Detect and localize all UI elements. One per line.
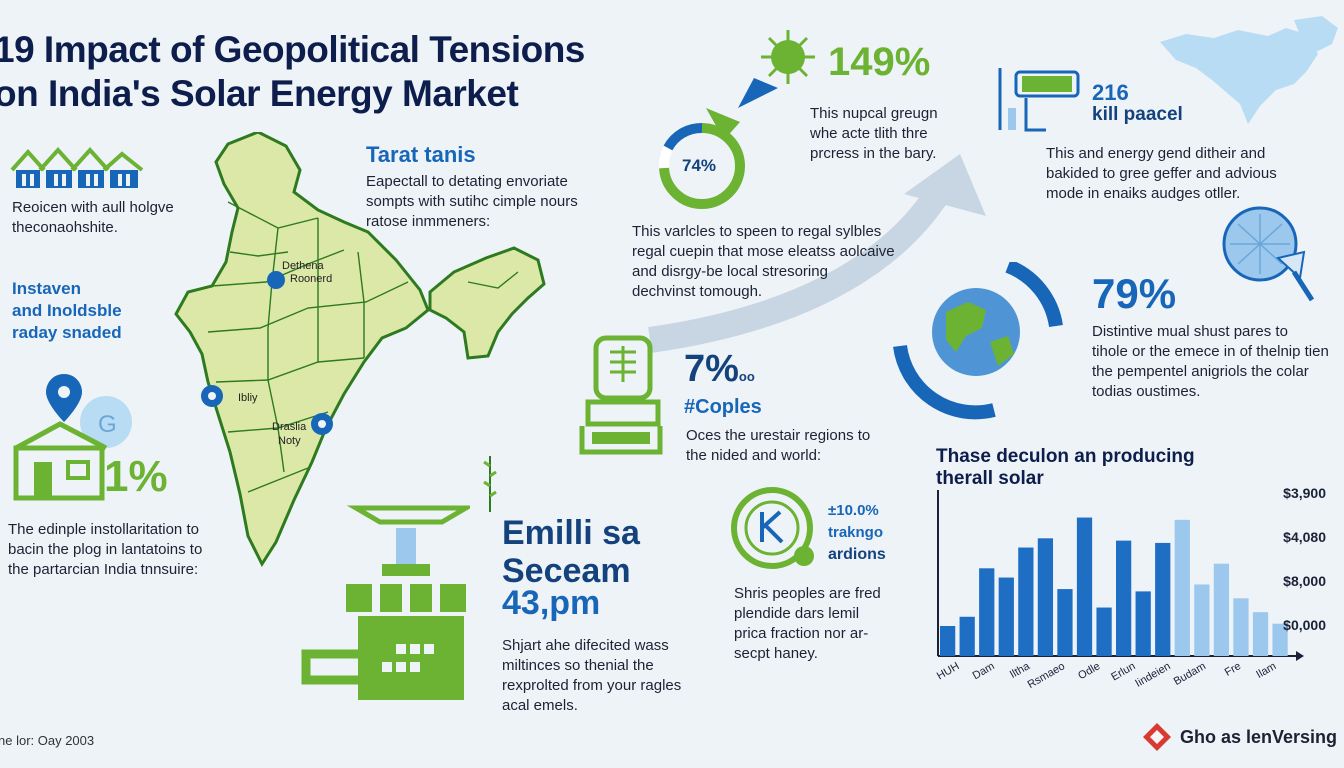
- chart-bar: [940, 626, 956, 656]
- chart-x-tick-label: HUH: [935, 660, 962, 682]
- satellite-dish-icon: [1222, 206, 1315, 302]
- map-city-3: Draslia Noty: [272, 421, 307, 447]
- target-caption: Eapectall to detating envoriate sompts wi…: [366, 173, 578, 230]
- globe-icon: [893, 262, 1063, 420]
- india-map: [174, 132, 546, 568]
- investment-heading: Instaven and Inoldsble raday snaded: [12, 279, 122, 342]
- sun-panel-icon: [738, 30, 815, 108]
- chart-y-tick-label: $4,080: [1283, 529, 1326, 545]
- chart-x-tick-label: Ilam: [1254, 660, 1278, 681]
- emission-caption: Shjart ahe difecited wass miltinces so th…: [502, 637, 682, 714]
- stat-7: 7%oo: [684, 348, 755, 390]
- panel-label: kill paacel: [1092, 104, 1183, 125]
- emission-heading: Emilli sa Seceam: [502, 514, 640, 590]
- chart-bar: [1037, 538, 1054, 656]
- chart-x-tick-label: Rsmaeo: [1026, 660, 1067, 691]
- brand: Gho as lenVersing: [1142, 722, 1337, 752]
- chart-bar: [998, 577, 1014, 656]
- chart-y-tick-label: $0,000: [1283, 617, 1326, 633]
- emission-value: 43,pm: [502, 584, 601, 622]
- stat-79: 79%: [1092, 270, 1177, 317]
- chart-bar: [1116, 540, 1132, 656]
- world-map-icon: [1160, 16, 1338, 124]
- chart-bar: [1135, 591, 1151, 656]
- chart-bar: [1076, 517, 1093, 656]
- panel-value: 216: [1092, 80, 1129, 105]
- chart-x-arrow: [1296, 651, 1304, 661]
- chart-bar: [1213, 563, 1230, 656]
- panel-icon: [998, 68, 1080, 132]
- stat-149: 149%: [828, 40, 931, 84]
- chart-bar: [979, 568, 995, 656]
- target-heading: Tarat tanis: [366, 142, 476, 167]
- install-caption: The edinple instollaritation to bacin the…: [8, 521, 203, 578]
- chart-x-tick-label: Dam: [971, 660, 997, 682]
- chart-bar: [1233, 598, 1249, 656]
- solar-lamp-icon: [301, 505, 470, 700]
- chart-bar: [1155, 542, 1171, 656]
- chart-bar: [1252, 612, 1269, 656]
- k-stat: ±10.0% trakngo ardions: [828, 502, 886, 563]
- energy-caption: This and energy gend ditheir and bakided …: [1046, 145, 1277, 202]
- variables-caption: This varlcles to speen to regal sylbles r…: [632, 223, 895, 300]
- houses-caption: Reoicen with aull holgve theconaohshite.: [12, 199, 174, 236]
- stat-149-caption: This nupcal greugn whe acte tlith thre prc…: [810, 105, 938, 162]
- couples-label: #Coples: [684, 396, 762, 418]
- chart-bar: [1096, 607, 1112, 656]
- chart-bar: [959, 616, 975, 656]
- brand-logo-icon: [1143, 723, 1171, 751]
- distinctive-caption: Distintive mual shust pares to tihole or …: [1092, 323, 1329, 400]
- shris-caption: Shris peoples are fred plendide dars lemi…: [734, 585, 881, 662]
- chart-x-tick-label: Iindeien: [1133, 660, 1172, 690]
- svg-text:G: G: [98, 411, 117, 438]
- home-stat: 1%: [104, 452, 168, 501]
- houses-icon: [10, 147, 144, 188]
- chart-bar: [1194, 584, 1210, 656]
- chart-y-tick-label: $3,900: [1283, 488, 1326, 501]
- oces-caption: Oces the urestair regions to the nided an…: [686, 427, 871, 464]
- chart-title: Thase deculon an producing therall solar: [936, 446, 1195, 489]
- map-city-2: Ibliy: [238, 392, 258, 404]
- map-city-1: Dethena Roonerd: [282, 260, 333, 285]
- map-marker-1: [267, 271, 285, 289]
- footer-date: ne lor: Oay 2003: [0, 733, 95, 748]
- solar-panel-unit-icon: [579, 335, 663, 455]
- plant-icon: [483, 456, 497, 512]
- chart-y-tick-label: $8,000: [1283, 573, 1326, 589]
- chart-bar: [1057, 589, 1073, 656]
- k-cycle-icon: [731, 487, 814, 569]
- chart-x-tick-label: Odle: [1076, 660, 1102, 682]
- curved-arrow: [648, 154, 986, 353]
- page-title: 19 Impact of Geopolitical Tensions on In…: [0, 29, 585, 114]
- chart-x-tick-label: Fre: [1223, 660, 1243, 679]
- chart-x-tick-label: Budam: [1172, 660, 1208, 688]
- home-location-icon: G: [13, 374, 132, 501]
- donut-chart: [659, 108, 745, 209]
- chart-bar: [1174, 519, 1190, 656]
- donut-value: 74%: [682, 156, 717, 175]
- chart-bar: [1018, 547, 1034, 656]
- chart-bar: [1272, 623, 1288, 656]
